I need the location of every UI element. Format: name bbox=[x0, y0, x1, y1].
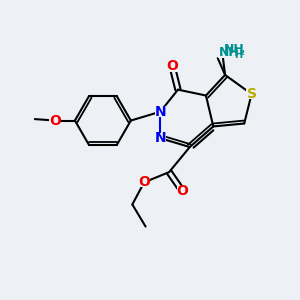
Text: H: H bbox=[235, 50, 243, 60]
Bar bbox=[155, 106, 166, 117]
Text: NH: NH bbox=[219, 46, 240, 59]
Text: NH: NH bbox=[224, 43, 244, 56]
Text: O: O bbox=[166, 59, 178, 73]
Text: O: O bbox=[176, 184, 188, 198]
Bar bbox=[218, 44, 241, 56]
Bar bbox=[49, 116, 61, 126]
Bar bbox=[155, 133, 166, 143]
Bar bbox=[177, 186, 188, 196]
Text: N: N bbox=[154, 131, 166, 145]
Text: N: N bbox=[154, 105, 166, 119]
Text: S: S bbox=[247, 87, 256, 101]
Text: O: O bbox=[138, 176, 150, 189]
Bar bbox=[246, 89, 257, 99]
Bar bbox=[139, 177, 150, 188]
Bar bbox=[218, 47, 241, 58]
Text: O: O bbox=[49, 114, 61, 128]
Text: ₂: ₂ bbox=[240, 47, 245, 57]
Bar bbox=[166, 61, 178, 72]
